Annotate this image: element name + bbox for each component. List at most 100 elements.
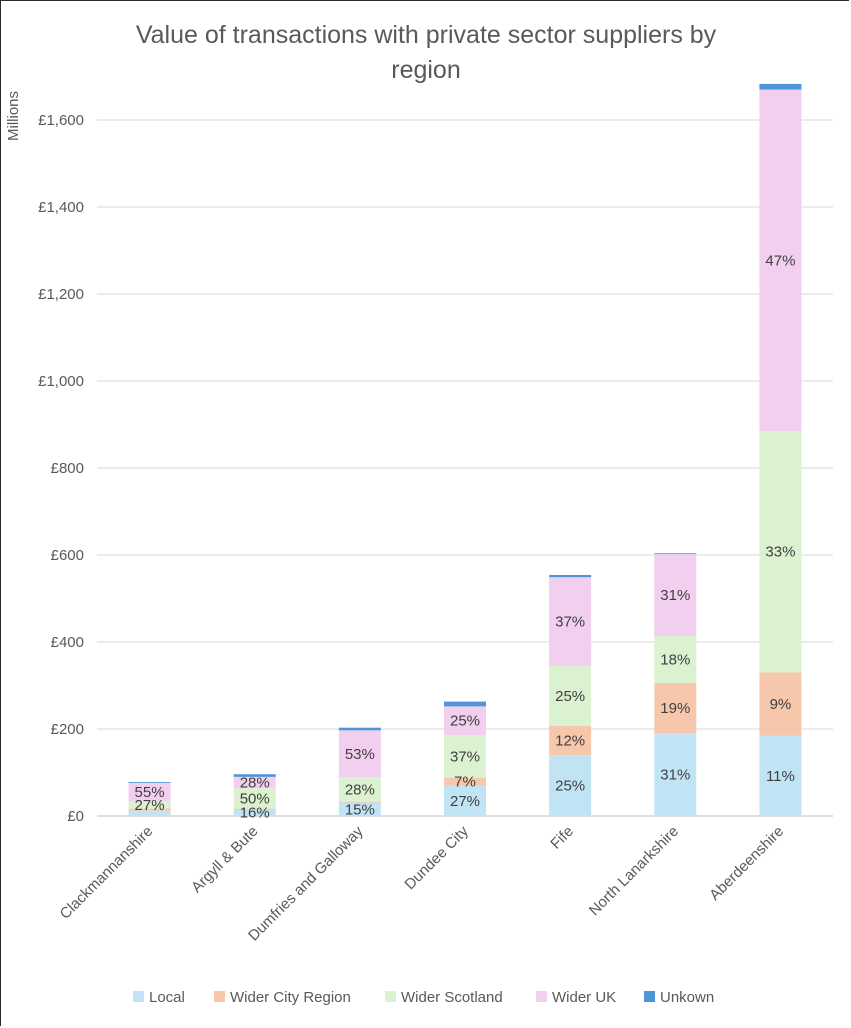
x-category-label: North Lanarkshire bbox=[586, 823, 682, 919]
chart-title-line-2: region bbox=[391, 56, 461, 84]
bar-segment-wider-city-region bbox=[759, 672, 802, 736]
data-label-local: 25% bbox=[555, 778, 585, 795]
data-label-wider-city-region: 7% bbox=[454, 774, 476, 791]
legend-swatch bbox=[385, 991, 396, 1002]
bar-segment-wider-scotland bbox=[759, 431, 802, 673]
y-tick-label: £1,200 bbox=[38, 286, 84, 303]
bars bbox=[128, 83, 802, 816]
bar-segment-wider-uk bbox=[128, 782, 171, 802]
bar-segment-wider-city-region bbox=[233, 808, 276, 810]
bar-segment-local bbox=[549, 755, 592, 816]
bar-segment-wider-uk bbox=[233, 776, 276, 789]
y-tick-label: £0 bbox=[67, 808, 84, 825]
y-tick-label: £1,400 bbox=[38, 199, 84, 216]
y-tick-label: £200 bbox=[51, 721, 84, 738]
data-label-wider-scotland: 25% bbox=[555, 688, 585, 705]
x-category-label: Aberdeenshire bbox=[706, 823, 787, 904]
data-label-wider-uk: 53% bbox=[345, 746, 375, 763]
bar-segment-wider-uk bbox=[759, 89, 802, 432]
bar-segment-unkown bbox=[338, 727, 381, 731]
bar-segment-wider-scotland bbox=[444, 735, 486, 778]
chart-title: Value of transactions with private secto… bbox=[136, 21, 717, 84]
bar-segment-wider-scotland bbox=[549, 665, 592, 726]
data-label-wider-uk: 31% bbox=[660, 587, 690, 604]
bar-segment-wider-uk bbox=[338, 730, 381, 778]
legend-item-wider-scotland: Wider Scotland bbox=[385, 989, 503, 1006]
data-label-local: 15% bbox=[345, 801, 375, 818]
data-label-wider-uk: 55% bbox=[135, 784, 165, 801]
bar-segment-unkown bbox=[759, 83, 802, 90]
y-tick-label: £1,600 bbox=[38, 112, 84, 129]
bar-segment-wider-city-region bbox=[549, 725, 592, 756]
x-category-label: Clackmannanshire bbox=[57, 823, 157, 923]
y-tick-label: £800 bbox=[51, 460, 84, 477]
data-label-wider-city-region: 19% bbox=[660, 700, 690, 717]
bar-segment-wider-city-region bbox=[338, 801, 381, 803]
data-label-local: 16% bbox=[240, 805, 270, 822]
x-category-label: Fife bbox=[547, 823, 577, 853]
bar-segment-local bbox=[654, 733, 697, 816]
bar-segment-wider-scotland bbox=[338, 777, 381, 802]
legend-swatch bbox=[133, 991, 144, 1002]
x-category-label: Dumfries and Galloway bbox=[245, 822, 367, 944]
bar-segment-wider-city-region bbox=[444, 777, 486, 786]
y-axis-ticks: £0 £200 £400 £600 £800 £1,000 £1,200 £1,400 £1,6… bbox=[38, 112, 84, 825]
bar-segment-local bbox=[128, 810, 171, 816]
data-label-local: 31% bbox=[660, 767, 690, 784]
data-label-wider-uk: 28% bbox=[240, 775, 270, 792]
y-tick-label: £600 bbox=[51, 547, 84, 564]
legend-label: Unkown bbox=[660, 989, 714, 1006]
legend: Local Wider City Region Wider Scotland Wide… bbox=[133, 989, 714, 1006]
bar-segment-unkown bbox=[549, 575, 592, 578]
bar-segment-local bbox=[759, 735, 802, 816]
bar-segment-wider-scotland bbox=[654, 635, 697, 683]
data-label-wider-uk: 37% bbox=[555, 614, 585, 631]
bar-segment-unkown bbox=[128, 782, 171, 783]
data-label-wider-scotland: 28% bbox=[345, 781, 375, 798]
bar-segment-unkown bbox=[654, 553, 697, 555]
y-tick-label: £400 bbox=[51, 634, 84, 651]
x-category-label: Dundee City bbox=[401, 822, 472, 893]
bar-segment-wider-scotland bbox=[233, 788, 276, 809]
legend-swatch bbox=[536, 991, 547, 1002]
bar-segment-wider-scotland bbox=[128, 801, 171, 809]
data-label-wider-city-region: 12% bbox=[555, 733, 585, 750]
bar-segment-local bbox=[444, 785, 486, 816]
legend-item-unkown: Unkown bbox=[644, 989, 714, 1006]
legend-label: Wider UK bbox=[552, 989, 616, 1006]
bar-segment-wider-uk bbox=[444, 706, 486, 736]
x-category-label: Argyll & Bute bbox=[188, 823, 261, 896]
legend-swatch bbox=[214, 991, 225, 1002]
legend-item-local: Local bbox=[133, 989, 185, 1006]
bar-segment-local bbox=[233, 809, 276, 816]
chart-title-line-1: Value of transactions with private secto… bbox=[136, 21, 717, 49]
legend-label: Local bbox=[149, 989, 185, 1006]
data-label-wider-city-region: 9% bbox=[770, 696, 792, 713]
legend-item-wider-uk: Wider UK bbox=[536, 989, 616, 1006]
y-axis-unit-label: Millions bbox=[5, 91, 22, 141]
bar-segment-wider-uk bbox=[549, 577, 592, 666]
bar-segment-wider-city-region bbox=[654, 682, 697, 734]
legend-label: Wider Scotland bbox=[401, 989, 503, 1006]
bar-segment-wider-uk bbox=[654, 554, 697, 636]
data-label-wider-scotland: 37% bbox=[450, 748, 480, 765]
data-label-local: 11% bbox=[766, 768, 795, 785]
data-label-wider-scotland: 27% bbox=[135, 797, 165, 814]
data-label-local: 27% bbox=[450, 793, 480, 810]
data-label-wider-uk: 47% bbox=[765, 252, 795, 269]
bar-segment-unkown bbox=[444, 701, 486, 707]
data-label-wider-scotland: 18% bbox=[660, 651, 690, 668]
data-labels: 27%55%16%50%28%15%28%53%27%7%37%25%25%12… bbox=[135, 252, 796, 821]
legend-item-wider-city-region: Wider City Region bbox=[214, 989, 351, 1006]
bar-segment-unkown bbox=[233, 774, 276, 777]
data-label-wider-scotland: 33% bbox=[765, 544, 795, 561]
legend-label: Wider City Region bbox=[230, 989, 351, 1006]
bar-segment-local bbox=[338, 802, 381, 816]
legend-swatch bbox=[644, 991, 655, 1002]
data-label-wider-scotland: 50% bbox=[240, 790, 270, 807]
bar-segment-wider-city-region bbox=[128, 808, 171, 811]
data-label-wider-uk: 25% bbox=[450, 713, 480, 730]
